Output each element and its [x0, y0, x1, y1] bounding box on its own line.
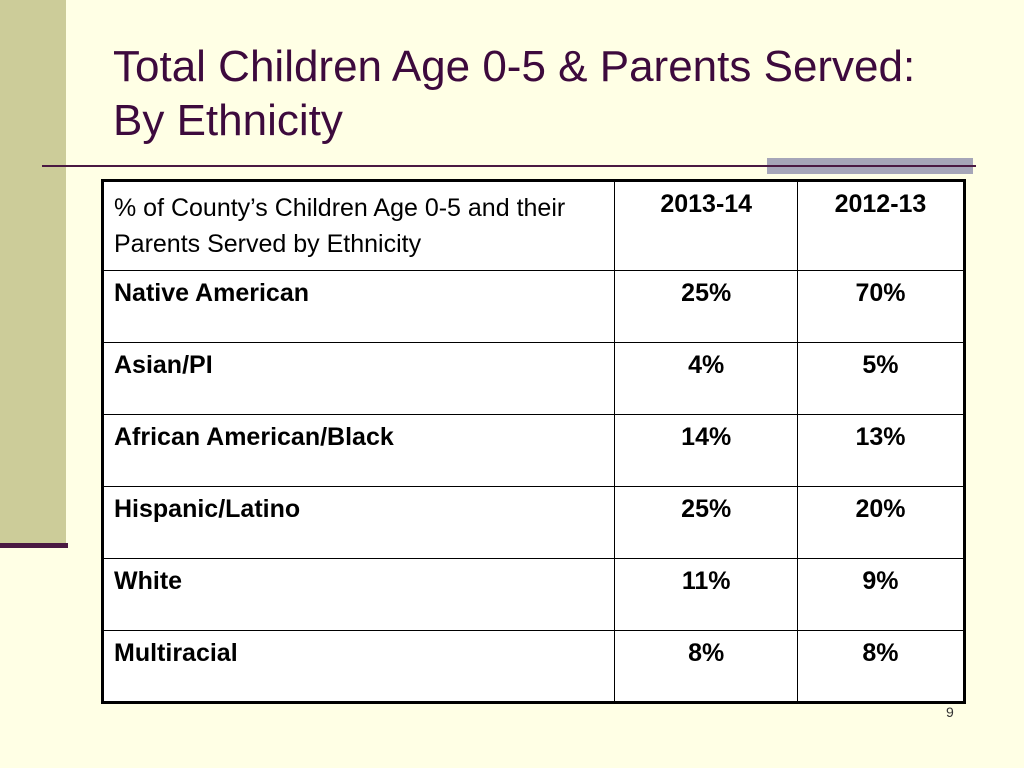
cell-2012-13: 13% — [796, 414, 966, 487]
table-row: African American/Black 14% 13% — [101, 414, 966, 487]
slide-title: Total Children Age 0-5 & Parents Served:… — [113, 42, 916, 145]
title-divider — [42, 165, 976, 167]
cell-2012-13: 70% — [796, 270, 966, 343]
header-2012-13: 2012-13 — [796, 180, 966, 271]
cell-2013-14: 25% — [614, 270, 798, 343]
header-description: % of County’s Children Age 0-5 and their… — [101, 180, 616, 271]
cell-2012-13: 9% — [796, 558, 966, 631]
row-label: Native American — [101, 270, 616, 343]
left-accent-strip — [0, 0, 66, 546]
cell-2012-13: 20% — [796, 486, 966, 559]
table-row: Asian/PI 4% 5% — [101, 342, 966, 415]
cell-2013-14: 11% — [614, 558, 798, 631]
cell-2013-14: 25% — [614, 486, 798, 559]
row-label: Multiracial — [101, 630, 616, 703]
left-accent-underline — [0, 543, 68, 548]
table-header-row: % of County’s Children Age 0-5 and their… — [101, 180, 966, 271]
table-row: Native American 25% 70% — [101, 270, 966, 343]
ethnicity-table-container: % of County’s Children Age 0-5 and their… — [101, 179, 966, 704]
table-row: Hispanic/Latino 25% 20% — [101, 486, 966, 559]
cell-2012-13: 8% — [796, 630, 966, 703]
table-row: Multiracial 8% 8% — [101, 630, 966, 703]
cell-2013-14: 14% — [614, 414, 798, 487]
row-label: Asian/PI — [101, 342, 616, 415]
cell-2013-14: 4% — [614, 342, 798, 415]
row-label: White — [101, 558, 616, 631]
header-2013-14: 2013-14 — [614, 180, 798, 271]
cell-2012-13: 5% — [796, 342, 966, 415]
table-row: White 11% 9% — [101, 558, 966, 631]
cell-2013-14: 8% — [614, 630, 798, 703]
row-label: Hispanic/Latino — [101, 486, 616, 559]
row-label: African American/Black — [101, 414, 616, 487]
page-number: 9 — [946, 704, 954, 720]
ethnicity-table: % of County’s Children Age 0-5 and their… — [101, 179, 966, 704]
